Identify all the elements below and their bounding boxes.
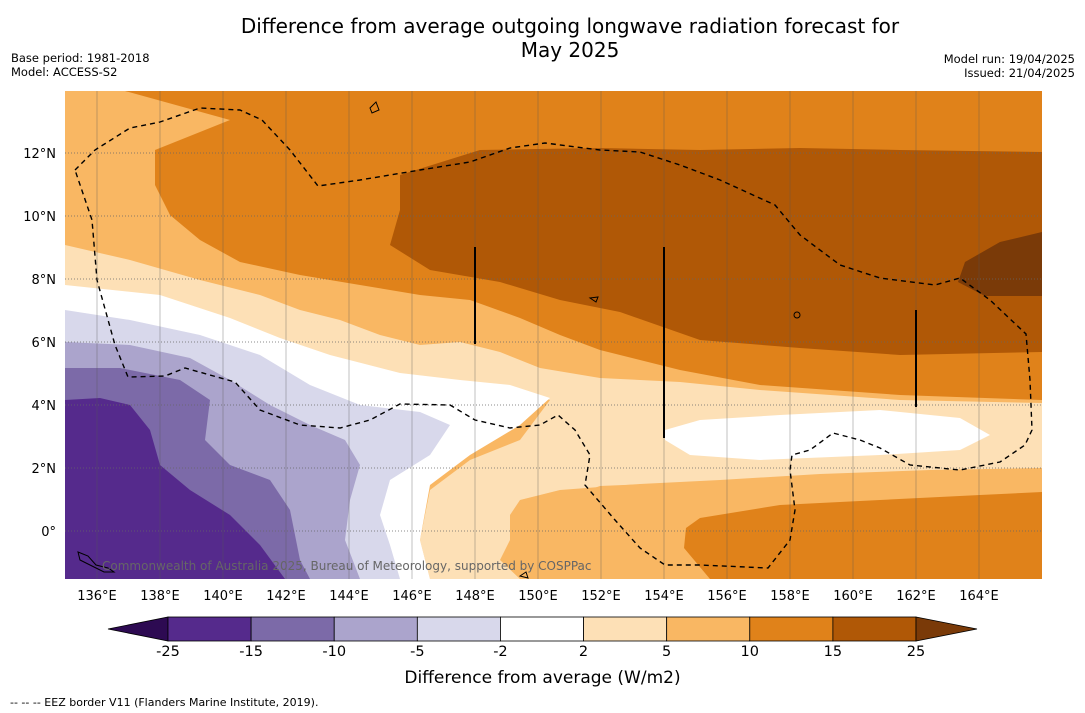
colorbar-swatch <box>583 616 668 642</box>
lon-labels: 136°E 138°E 140°E 142°E 144°E 146°E 148°… <box>77 589 999 604</box>
lon-label: 156°E <box>707 589 747 604</box>
colorbar-swatch <box>500 616 584 642</box>
lon-label: 142°E <box>266 589 306 604</box>
colorbar-swatch <box>666 616 751 642</box>
map-area: Commonwealth of Australia 2025, Bureau o… <box>65 91 1042 579</box>
lon-label: 148°E <box>455 589 495 604</box>
lat-label: 8°N <box>32 273 57 288</box>
lat-label: 4°N <box>32 399 57 414</box>
lat-label: 10°N <box>23 210 56 225</box>
run-info: Model run: 19/04/2025 Issued: 21/04/2025 <box>944 52 1075 80</box>
lon-label: 150°E <box>518 589 558 604</box>
anomaly-band-near-zero-east <box>665 410 990 460</box>
lat-label: 0° <box>41 525 56 540</box>
colorbar-extend-low <box>107 616 169 642</box>
colorbar-tick-label: 10 <box>740 644 759 660</box>
colorbar-tick-label: 15 <box>823 644 843 660</box>
colorbar-tick-label: -10 <box>322 644 347 660</box>
lon-gridlines <box>96 91 980 579</box>
colorbar-swatch <box>749 616 834 642</box>
lat-label: 6°N <box>32 336 57 351</box>
lon-label: 136°E <box>77 589 117 604</box>
eez-footnote: -- -- -- EEZ border V11 (Flanders Marine… <box>10 696 319 709</box>
credit-text: Commonwealth of Australia 2025, Bureau o… <box>102 559 592 573</box>
colorbar-swatch <box>333 616 418 642</box>
colorbar-swatch <box>416 616 501 642</box>
lon-label: 164°E <box>959 589 999 604</box>
lat-label: 2°N <box>32 462 57 477</box>
colorbar-tick-label: 5 <box>662 644 672 660</box>
anomaly-band-10-15-south <box>684 492 1042 579</box>
colorbar-extend-high <box>915 616 978 642</box>
lon-label: 152°E <box>581 589 621 604</box>
eez-border <box>74 107 1033 569</box>
islands <box>77 101 801 579</box>
title-line-2: May 2025 <box>520 38 620 62</box>
lon-label: 138°E <box>140 589 180 604</box>
colorbar-swatch <box>832 616 917 642</box>
anomaly-corner <box>65 91 125 108</box>
lon-label: 160°E <box>833 589 873 604</box>
colorbar-tick-label: -15 <box>239 644 263 660</box>
boundary-markers <box>474 247 917 438</box>
base-period: Base period: 1981-2018 <box>11 51 150 65</box>
lon-label: 158°E <box>770 589 810 604</box>
colorbar-tick-label: -25 <box>156 644 180 660</box>
colorbar-swatch <box>167 616 252 642</box>
colorbar-tick-label: -5 <box>410 644 425 660</box>
model-run-date: Model run: 19/04/2025 <box>943 52 1075 66</box>
lon-label: 144°E <box>329 589 369 604</box>
map-title: Difference from average outgoing longwav… <box>170 14 970 62</box>
lat-label: 12°N <box>23 147 56 162</box>
anomaly-band-15-25 <box>390 148 1042 355</box>
lat-gridlines <box>65 152 1042 532</box>
lon-label: 162°E <box>896 589 936 604</box>
colorbar-tick-label: -2 <box>493 644 508 660</box>
anomaly-band-2-5 <box>65 245 1042 579</box>
lat-labels: 12°N 10°N 8°N 6°N 4°N 2°N 0° <box>23 147 56 540</box>
lon-label: 146°E <box>392 589 432 604</box>
colorbar-tick-label: 25 <box>906 644 926 660</box>
colorbar-title: Difference from average (W/m2) <box>404 668 681 688</box>
anomaly-band-neg25-neg15 <box>65 398 285 579</box>
issued-date: Issued: 21/04/2025 <box>964 66 1075 80</box>
lon-label: 140°E <box>203 589 243 604</box>
colorbar-swatch <box>250 616 335 642</box>
base-info: Base period: 1981-2018 Model: ACCESS-S2 <box>11 51 150 79</box>
lon-label: 154°E <box>644 589 684 604</box>
model-name: Model: ACCESS-S2 <box>11 65 118 79</box>
title-line-1: Difference from average outgoing longwav… <box>240 14 900 38</box>
colorbar <box>107 616 978 642</box>
colorbar-tick-label: 2 <box>578 644 589 660</box>
